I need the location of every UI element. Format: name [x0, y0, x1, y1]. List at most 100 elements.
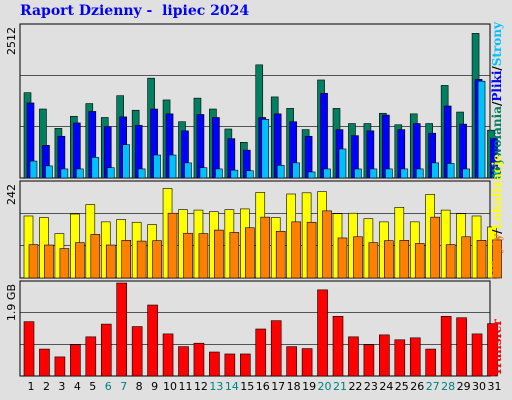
bar-strony-20	[324, 169, 331, 178]
bar-transfer-1	[24, 322, 34, 376]
bar-transfer-11	[179, 347, 189, 376]
bar-lokalizacje-7	[122, 240, 131, 278]
legend-strony: Strony	[490, 21, 504, 66]
bar-strony-28	[447, 163, 454, 178]
side-legend: Transfer	[490, 319, 504, 376]
bar-strony-10	[169, 155, 176, 178]
bar-transfer-20	[318, 290, 328, 376]
bar-transfer-6	[101, 324, 111, 376]
bar-transfer-28	[441, 316, 451, 376]
day-label-19: 19	[302, 380, 316, 393]
bar-lokalizacje-17	[276, 231, 285, 278]
day-label-17: 17	[271, 380, 285, 393]
bar-lokalizacje-16	[261, 217, 270, 278]
y-max-label: 242	[5, 184, 18, 205]
day-label-16: 16	[256, 380, 270, 393]
day-label-21: 21	[333, 380, 347, 393]
bar-transfer-10	[163, 334, 173, 376]
bar-transfer-21	[333, 316, 343, 376]
bar-lokalizacje-9	[153, 241, 162, 278]
day-label-27: 27	[426, 380, 440, 393]
day-label-1: 1	[28, 380, 35, 393]
bar-transfer-4	[70, 345, 80, 376]
bar-transfer-29	[457, 318, 467, 376]
bar-transfer-30	[472, 334, 482, 376]
bar-strony-4	[76, 169, 83, 178]
day-label-15: 15	[240, 380, 254, 393]
bar-lokalizacje-30	[477, 240, 486, 278]
bar-strony-25	[401, 169, 408, 178]
bar-strony-2	[45, 166, 52, 178]
bar-strony-15	[246, 171, 253, 178]
bar-lokalizacje-15	[245, 228, 254, 278]
bar-lokalizacje-20	[323, 211, 332, 278]
bar-pliki-20	[321, 93, 328, 178]
bar-lokalizacje-5	[91, 234, 100, 278]
day-label-11: 11	[179, 380, 193, 393]
day-label-4: 4	[74, 380, 81, 393]
bar-lokalizacje-19	[307, 222, 316, 278]
bar-transfer-3	[55, 357, 65, 376]
bar-lokalizacje-29	[462, 237, 471, 278]
day-label-30: 30	[472, 380, 486, 393]
bar-transfer-15	[240, 354, 250, 376]
bar-transfer-9	[148, 305, 158, 376]
bar-strony-22	[354, 169, 361, 178]
bar-transfer-18	[287, 347, 297, 376]
day-label-29: 29	[457, 380, 471, 393]
bar-transfer-13	[209, 352, 219, 376]
bar-strony-7	[123, 145, 130, 178]
bar-strony-23	[370, 169, 377, 178]
bar-transfer-22	[348, 337, 358, 376]
bar-transfer-23	[364, 345, 374, 376]
bar-strony-9	[154, 155, 161, 178]
bar-lokalizacje-14	[230, 232, 239, 278]
bar-transfer-27	[426, 349, 436, 376]
bar-strony-29	[463, 169, 470, 178]
bar-lokalizacje-1	[29, 245, 38, 278]
day-label-6: 6	[105, 380, 112, 393]
bar-transfer-26	[410, 338, 420, 376]
bar-transfer-14	[225, 354, 235, 376]
bar-lokalizacje-13	[214, 230, 223, 278]
day-label-31: 31	[488, 380, 502, 393]
bar-lokalizacje-24	[384, 241, 393, 278]
day-label-28: 28	[441, 380, 455, 393]
legend-lokalizacje: Lokalizacje	[490, 154, 504, 230]
bar-lokalizacje-25	[400, 240, 409, 278]
day-label-10: 10	[163, 380, 177, 393]
bar-lokalizacje-27	[431, 217, 440, 278]
y-max-label: 1.9 GB	[5, 284, 18, 321]
day-label-22: 22	[348, 380, 362, 393]
day-label-13: 13	[209, 380, 223, 393]
bar-transfer-24	[379, 335, 389, 376]
bar-strony-3	[61, 169, 68, 178]
day-label-8: 8	[136, 380, 143, 393]
bar-transfer-12	[194, 343, 204, 376]
y-max-label: 2512	[5, 27, 18, 55]
day-label-2: 2	[43, 380, 50, 393]
bar-lokalizacje-12	[199, 234, 208, 278]
day-label-14: 14	[225, 380, 239, 393]
bar-strony-21	[339, 149, 346, 178]
bar-strony-26	[416, 169, 423, 178]
bar-lokalizacje-3	[60, 249, 69, 278]
day-label-20: 20	[318, 380, 332, 393]
bar-strony-6	[107, 168, 114, 178]
bar-strony-17	[277, 165, 284, 178]
bar-lokalizacje-6	[106, 245, 115, 278]
bar-strony-8	[138, 169, 145, 178]
bar-lokalizacje-23	[369, 243, 378, 278]
day-label-18: 18	[287, 380, 301, 393]
bar-lokalizacje-28	[446, 245, 455, 278]
bar-strony-11	[185, 163, 192, 178]
bar-strony-16	[262, 119, 269, 178]
bar-lokalizacje-18	[292, 222, 301, 278]
day-label-24: 24	[379, 380, 393, 393]
bar-strony-18	[293, 163, 300, 178]
bar-strony-30	[478, 81, 485, 178]
chart-panel-3: 1.9 GB Transfer	[5, 281, 504, 376]
bar-lokalizacje-22	[353, 237, 362, 278]
